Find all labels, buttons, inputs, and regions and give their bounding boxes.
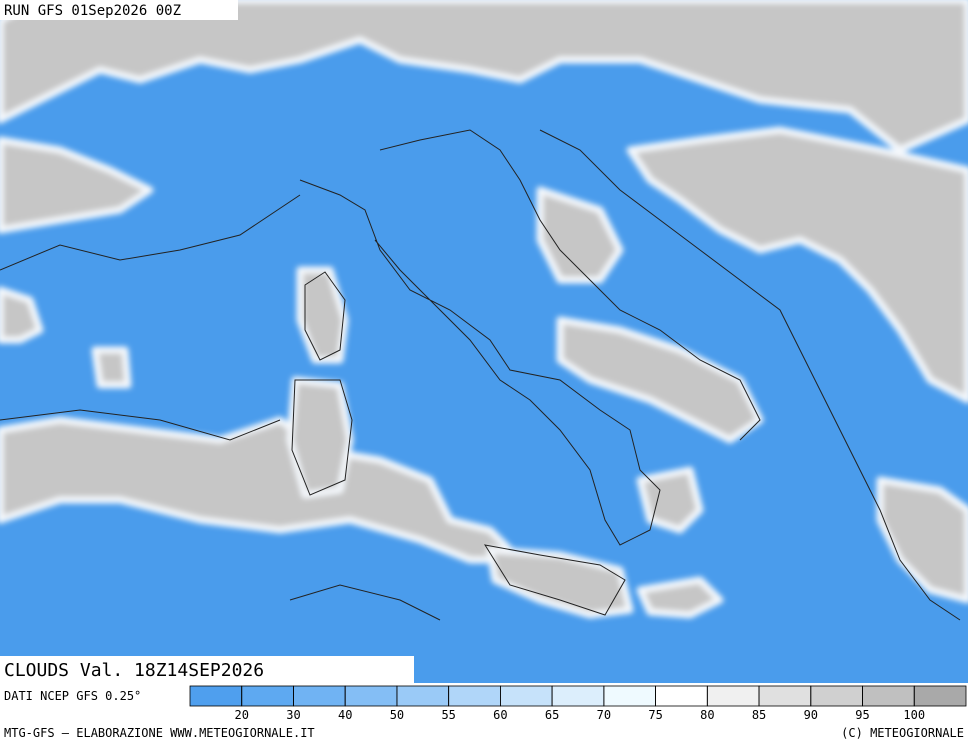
colorbar-label: 30 <box>286 708 300 722</box>
sea <box>0 0 968 683</box>
field-label: CLOUDS Val. 18Z14SEP2026 <box>4 660 264 681</box>
colorbar-label: 20 <box>235 708 249 722</box>
colorbar-box <box>499 685 553 707</box>
coastlines <box>0 129 961 621</box>
colorbar-box <box>862 685 915 707</box>
colorbar-box <box>655 685 708 707</box>
colorbar-box <box>344 685 398 707</box>
colorbar-box <box>189 685 243 707</box>
colorbar-box <box>551 685 605 707</box>
colorbar-box <box>758 685 812 707</box>
colorbar-label: 60 <box>493 708 507 722</box>
colorbar-box <box>706 685 760 707</box>
colorbar-label: 100 <box>903 708 925 722</box>
field-box <box>0 656 414 683</box>
colorbar-box <box>293 685 346 707</box>
colorbar-box <box>913 685 967 707</box>
run-box <box>0 0 238 20</box>
footer-right: (C) METEOGIORNALE <box>841 726 964 740</box>
colorbar-label: 55 <box>441 708 455 722</box>
colorbar-label: 50 <box>390 708 404 722</box>
colorbar: 20 30 40 50 55 60 65 70 75 80 85 90 95 100 <box>189 685 967 722</box>
colorbar-box <box>241 685 294 707</box>
source-label: DATI NCEP GFS 0.25° <box>4 689 141 703</box>
colorbar-label: 80 <box>700 708 714 722</box>
cloud-free-areas <box>0 0 968 619</box>
footer-left: MTG-GFS — ELABORAZIONE WWW.METEOGIORNALE… <box>4 726 315 740</box>
colorbar-box <box>603 685 656 707</box>
colorbar-label: 95 <box>855 708 869 722</box>
colorbar-box <box>448 685 501 707</box>
colorbar-box <box>810 685 863 707</box>
colorbar-label: 75 <box>648 708 662 722</box>
colorbar-label: 70 <box>597 708 611 722</box>
colorbar-label: 40 <box>338 708 352 722</box>
colorbar-box <box>396 685 450 707</box>
colorbar-label: 65 <box>545 708 559 722</box>
run-label: RUN GFS 01Sep2026 00Z <box>4 3 181 19</box>
colorbar-label: 85 <box>752 708 766 722</box>
colorbar-label: 90 <box>804 708 818 722</box>
map: RUN GFS 01Sep2026 00Z CLOUDS Val. 18Z14S… <box>0 0 968 683</box>
